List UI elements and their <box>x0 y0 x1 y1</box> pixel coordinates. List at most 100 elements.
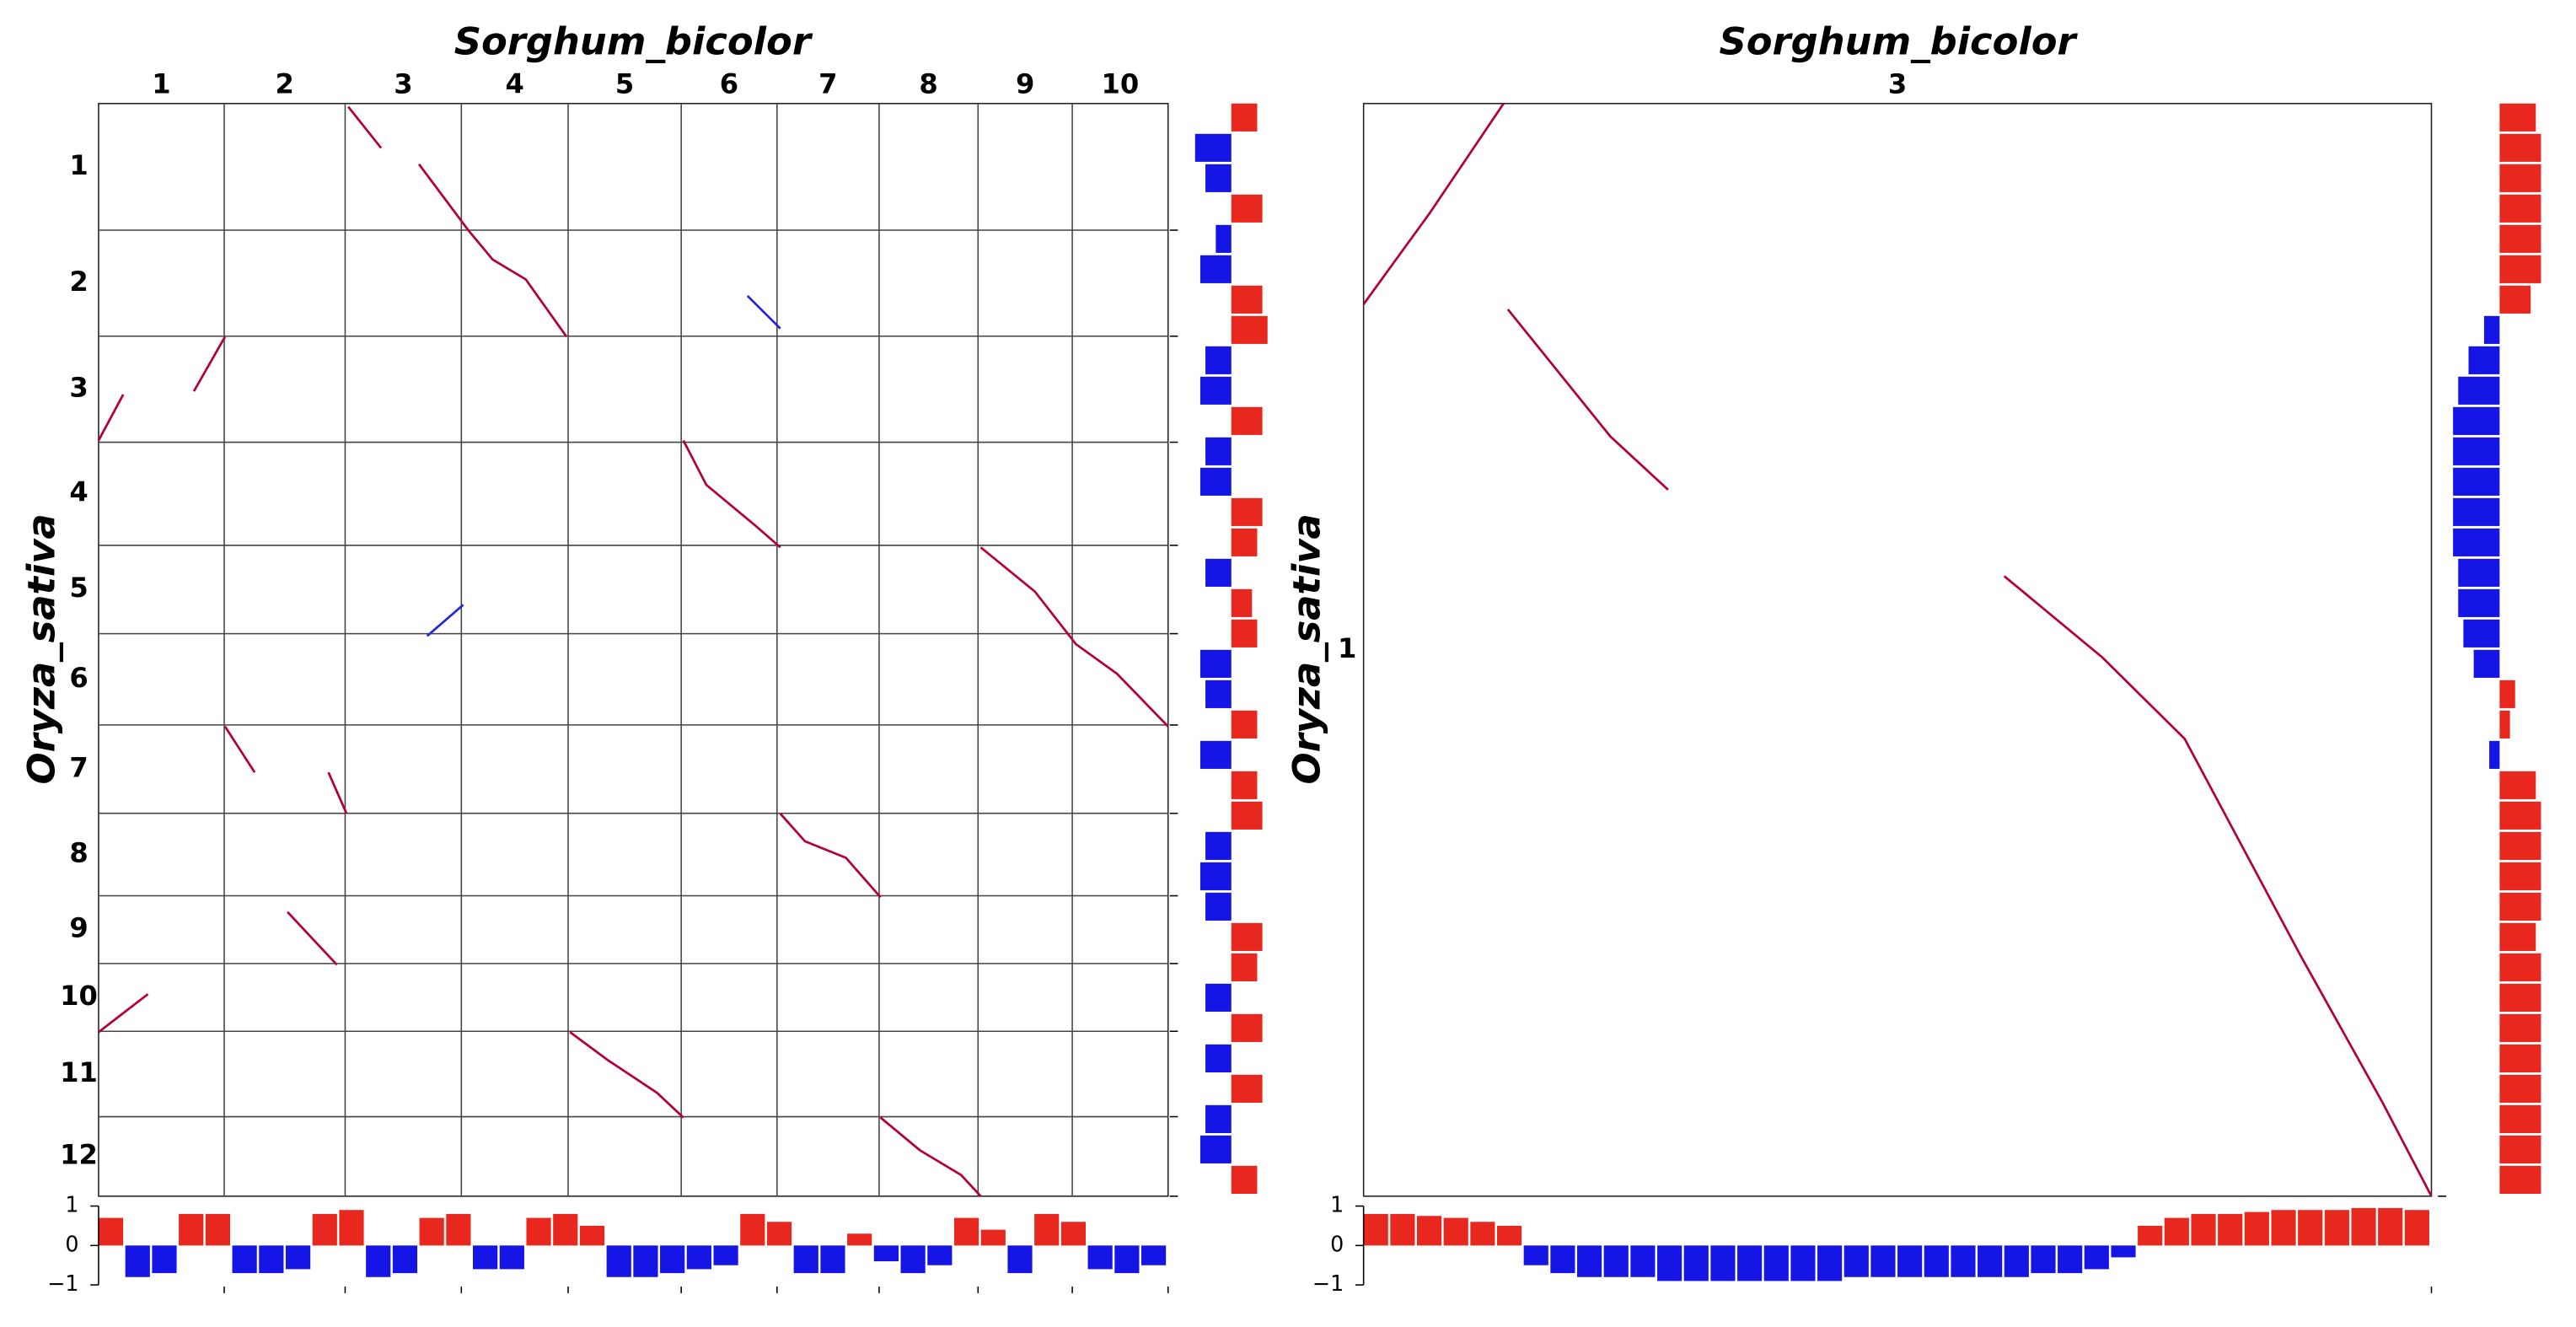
side-hist-bar <box>2499 164 2541 192</box>
hist-bar <box>633 1245 658 1277</box>
synteny-segment <box>417 163 568 338</box>
side-hist-bar <box>1231 315 1268 344</box>
side-hist-bar <box>2499 892 2541 921</box>
hist-bar <box>446 1213 471 1246</box>
synteny-segment <box>192 336 227 392</box>
x-chromosome-label: 3 <box>1888 67 1907 99</box>
side-hist-bar <box>1199 649 1232 678</box>
plot-frame <box>98 103 1169 1197</box>
y-chromosome-label: 1 <box>1338 632 1356 664</box>
side-hist-bar <box>1199 376 1232 405</box>
y-chromosome-label: 9 <box>69 912 88 944</box>
synteny-segment <box>98 993 149 1034</box>
hist-bar <box>1443 1217 1468 1246</box>
synteny-segment <box>223 725 256 773</box>
hist-bar <box>499 1245 524 1270</box>
hist-bar <box>766 1222 792 1246</box>
hist-bar <box>366 1245 391 1277</box>
x-chromosome-label: 1 <box>152 67 170 99</box>
hist-bar <box>1114 1245 1140 1274</box>
hist-bar <box>1657 1245 1682 1281</box>
y-chromosome-label: 2 <box>69 266 88 298</box>
hist-bar <box>660 1245 685 1274</box>
side-hist-bar <box>1205 346 1232 374</box>
hist-bar <box>579 1225 605 1246</box>
x-chromosome-label: 4 <box>505 67 523 99</box>
side-hist-bar <box>2458 376 2500 405</box>
hist-bar <box>2244 1211 2269 1246</box>
hist-bar <box>820 1245 845 1274</box>
synteny-segment <box>879 1116 982 1197</box>
hist-bar <box>1470 1222 1495 1246</box>
synteny-segment <box>746 294 781 330</box>
side-hist-bar <box>2499 1165 2541 1194</box>
plot-frame <box>1362 103 2433 1197</box>
side-hist-bar <box>2499 953 2541 981</box>
x-chromosome-label: 7 <box>818 67 837 99</box>
hist-bar <box>686 1245 711 1270</box>
side-hist-bar <box>2499 1074 2541 1103</box>
side-hist-bar <box>2499 1135 2541 1163</box>
side-hist-bar <box>1231 922 1263 951</box>
hist-bar <box>606 1245 631 1277</box>
side-hist-bar <box>1205 1044 1232 1072</box>
synteny-segment <box>347 105 383 149</box>
hist-bar <box>1007 1245 1033 1274</box>
side-hist-bar <box>2499 1013 2541 1042</box>
synteny-segment <box>97 394 125 442</box>
side-hist-bar <box>2499 922 2536 951</box>
y-chromosome-label: 5 <box>69 572 88 604</box>
hist-bar <box>2324 1210 2349 1246</box>
hist-bar <box>793 1245 818 1274</box>
hist-bar <box>392 1245 418 1274</box>
synteny-segment <box>979 546 1169 728</box>
hist-bar <box>1603 1245 1629 1277</box>
hist-bar <box>1951 1245 1976 1277</box>
side-hist-bar <box>1199 1135 1232 1163</box>
hist-bar <box>953 1217 979 1246</box>
hist-tick-label: −1 <box>1312 1271 1344 1296</box>
side-hist-bar <box>2499 1044 2541 1072</box>
hist-bar <box>740 1213 765 1246</box>
side-hist-bar <box>1216 224 1232 253</box>
hist-bar <box>1737 1245 1763 1281</box>
y-chromosome-label: 12 <box>60 1139 98 1171</box>
hist-bar <box>1497 1225 1522 1246</box>
side-hist-bar <box>2499 103 2536 132</box>
hist-bar <box>1843 1245 1869 1277</box>
side-hist-bar <box>2453 528 2500 556</box>
side-hist-bar <box>1231 771 1258 799</box>
hist-tick-label: −1 <box>47 1271 78 1296</box>
synteny-segment <box>426 604 464 637</box>
hist-bar <box>713 1245 738 1265</box>
side-hist-bar <box>1205 831 1232 860</box>
side-hist-bar <box>2453 437 2500 465</box>
hist-bar <box>2111 1245 2136 1258</box>
x-chromosome-label: 2 <box>276 67 294 99</box>
side-hist-bar <box>2489 740 2500 769</box>
hist-bar <box>1817 1245 1843 1281</box>
hist-bar <box>2271 1210 2296 1246</box>
hist-bar <box>2404 1210 2429 1246</box>
side-hist-bar <box>1194 133 1232 162</box>
side-hist-bar <box>1205 983 1232 1012</box>
hist-bar <box>2378 1207 2403 1246</box>
hist-bar <box>1710 1245 1736 1281</box>
side-hist-bar <box>1231 1013 1263 1042</box>
x-chromosome-label: 9 <box>1016 67 1034 99</box>
synteny-segment <box>327 771 348 814</box>
x-chromosome-label: 8 <box>919 67 937 99</box>
side-hist-bar <box>2499 862 2541 890</box>
hist-bar <box>2004 1245 2029 1277</box>
synteny-segment <box>2003 575 2433 1197</box>
side-hist-bar <box>2458 558 2500 587</box>
hist-bar <box>2191 1213 2216 1246</box>
hist-bar <box>1087 1245 1113 1270</box>
hist-bar <box>1523 1245 1548 1265</box>
hist-bar <box>339 1210 364 1246</box>
hist-bar <box>1924 1245 1949 1277</box>
synteny-segment <box>682 439 781 549</box>
hist-bar <box>1416 1216 1442 1246</box>
side-hist-bar <box>2453 467 2500 496</box>
y-chromosome-label: 8 <box>69 837 88 869</box>
